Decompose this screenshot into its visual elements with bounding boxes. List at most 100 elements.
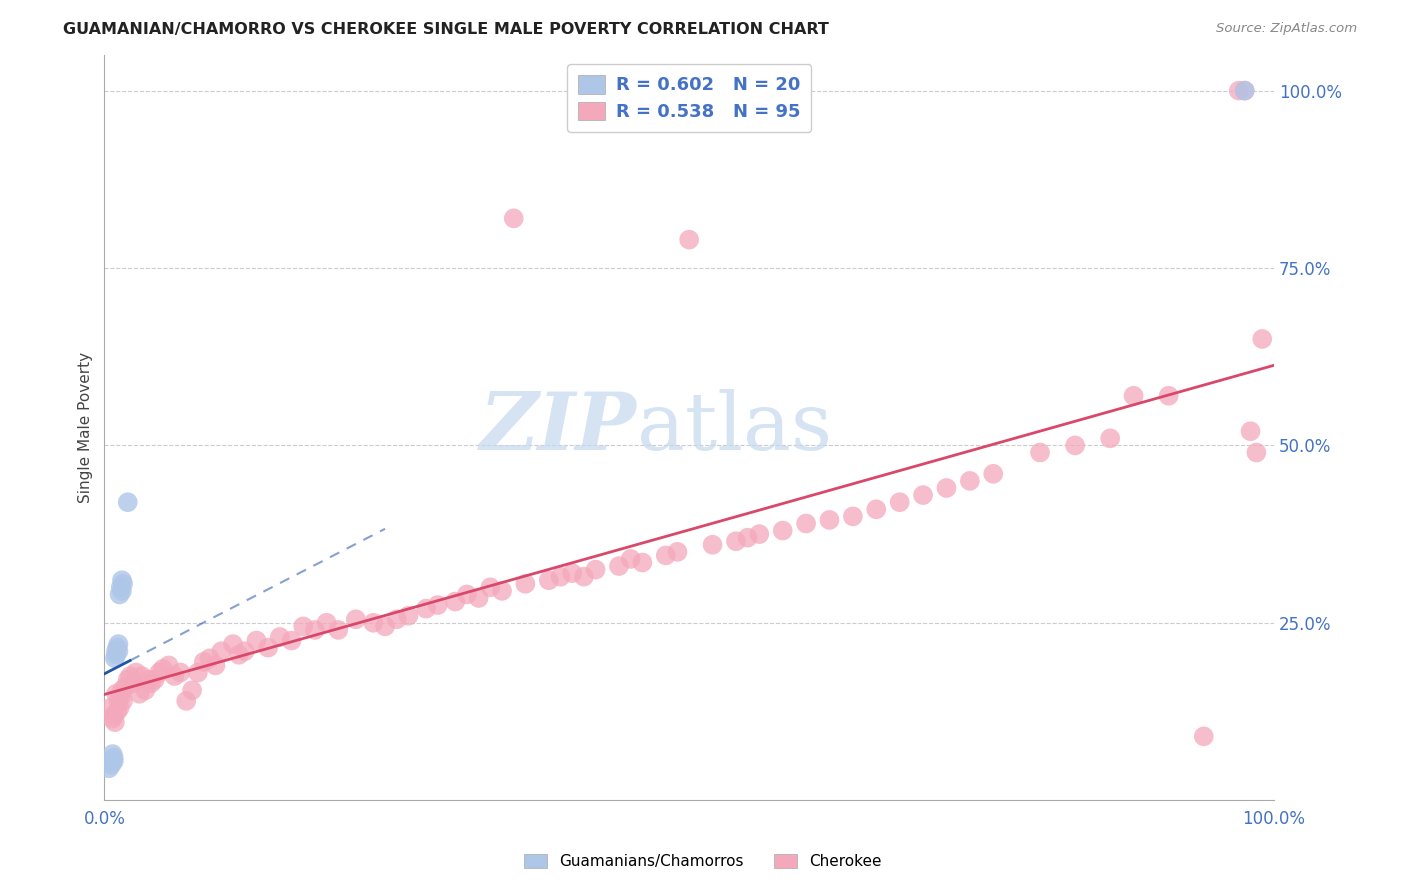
Point bbox=[233, 644, 256, 658]
Point bbox=[1246, 445, 1268, 459]
Point bbox=[107, 644, 129, 658]
Point bbox=[193, 655, 215, 669]
Point bbox=[1233, 84, 1256, 98]
Text: ZIP: ZIP bbox=[479, 389, 637, 467]
Point bbox=[385, 612, 408, 626]
Point bbox=[122, 676, 145, 690]
Point bbox=[107, 694, 129, 708]
Point bbox=[794, 516, 817, 531]
Point bbox=[981, 467, 1004, 481]
Point bbox=[222, 637, 245, 651]
Point bbox=[1239, 424, 1261, 438]
Point bbox=[912, 488, 935, 502]
Point bbox=[620, 552, 643, 566]
Point bbox=[103, 754, 125, 768]
Point bbox=[585, 563, 607, 577]
Point bbox=[842, 509, 865, 524]
Point bbox=[304, 623, 326, 637]
Point bbox=[444, 594, 467, 608]
Point bbox=[101, 747, 124, 761]
Point bbox=[1157, 389, 1180, 403]
Point bbox=[772, 524, 794, 538]
Point bbox=[134, 683, 156, 698]
Point bbox=[1064, 438, 1087, 452]
Legend: R = 0.602   N = 20, R = 0.538   N = 95: R = 0.602 N = 20, R = 0.538 N = 95 bbox=[567, 64, 811, 132]
Point bbox=[174, 694, 197, 708]
Point bbox=[491, 583, 513, 598]
Point bbox=[678, 233, 700, 247]
Point bbox=[101, 712, 124, 726]
Point bbox=[245, 633, 267, 648]
Point bbox=[467, 591, 489, 605]
Point bbox=[141, 676, 163, 690]
Point bbox=[1122, 389, 1144, 403]
Point bbox=[702, 538, 724, 552]
Point bbox=[169, 665, 191, 680]
Point bbox=[148, 665, 170, 680]
Text: Source: ZipAtlas.com: Source: ZipAtlas.com bbox=[1216, 22, 1357, 36]
Point bbox=[163, 669, 186, 683]
Point bbox=[117, 673, 139, 687]
Point bbox=[98, 701, 121, 715]
Point bbox=[374, 619, 396, 633]
Point bbox=[105, 687, 128, 701]
Text: GUAMANIAN/CHAMORRO VS CHEROKEE SINGLE MALE POVERTY CORRELATION CHART: GUAMANIAN/CHAMORRO VS CHEROKEE SINGLE MA… bbox=[63, 22, 830, 37]
Point bbox=[1251, 332, 1274, 346]
Point bbox=[198, 651, 221, 665]
Point bbox=[128, 687, 150, 701]
Point bbox=[108, 587, 131, 601]
Point bbox=[550, 570, 572, 584]
Point bbox=[111, 583, 134, 598]
Point bbox=[114, 680, 136, 694]
Point bbox=[666, 545, 689, 559]
Point bbox=[108, 701, 131, 715]
Point bbox=[426, 598, 449, 612]
Point bbox=[959, 474, 981, 488]
Point bbox=[101, 754, 124, 768]
Y-axis label: Single Male Poverty: Single Male Poverty bbox=[79, 352, 93, 503]
Point bbox=[204, 658, 226, 673]
Point bbox=[865, 502, 887, 516]
Point bbox=[398, 608, 420, 623]
Point bbox=[98, 754, 121, 768]
Point bbox=[107, 637, 129, 651]
Point bbox=[515, 576, 537, 591]
Point bbox=[363, 615, 385, 630]
Point bbox=[502, 211, 524, 226]
Legend: Guamanians/Chamorros, Cherokee: Guamanians/Chamorros, Cherokee bbox=[517, 848, 889, 875]
Point bbox=[572, 570, 595, 584]
Point bbox=[104, 651, 127, 665]
Point bbox=[157, 658, 180, 673]
Point bbox=[152, 662, 174, 676]
Point bbox=[110, 580, 132, 594]
Point bbox=[1233, 84, 1256, 98]
Point bbox=[112, 576, 135, 591]
Point bbox=[120, 669, 142, 683]
Point bbox=[1099, 431, 1122, 445]
Point bbox=[737, 531, 759, 545]
Point bbox=[103, 708, 125, 723]
Point bbox=[131, 669, 153, 683]
Point bbox=[100, 757, 122, 772]
Point bbox=[105, 640, 128, 655]
Point bbox=[280, 633, 302, 648]
Point bbox=[1192, 730, 1215, 744]
Point bbox=[1227, 84, 1250, 98]
Point bbox=[328, 623, 350, 637]
Point bbox=[748, 527, 770, 541]
Text: atlas: atlas bbox=[637, 389, 832, 467]
Point bbox=[315, 615, 337, 630]
Point bbox=[112, 694, 135, 708]
Point bbox=[209, 644, 232, 658]
Point bbox=[181, 683, 204, 698]
Point bbox=[111, 573, 134, 587]
Point bbox=[655, 549, 678, 563]
Point bbox=[125, 665, 148, 680]
Point bbox=[143, 673, 166, 687]
Point bbox=[98, 761, 121, 775]
Point bbox=[479, 580, 502, 594]
Point bbox=[631, 556, 654, 570]
Point bbox=[561, 566, 583, 581]
Point bbox=[456, 587, 478, 601]
Point bbox=[818, 513, 841, 527]
